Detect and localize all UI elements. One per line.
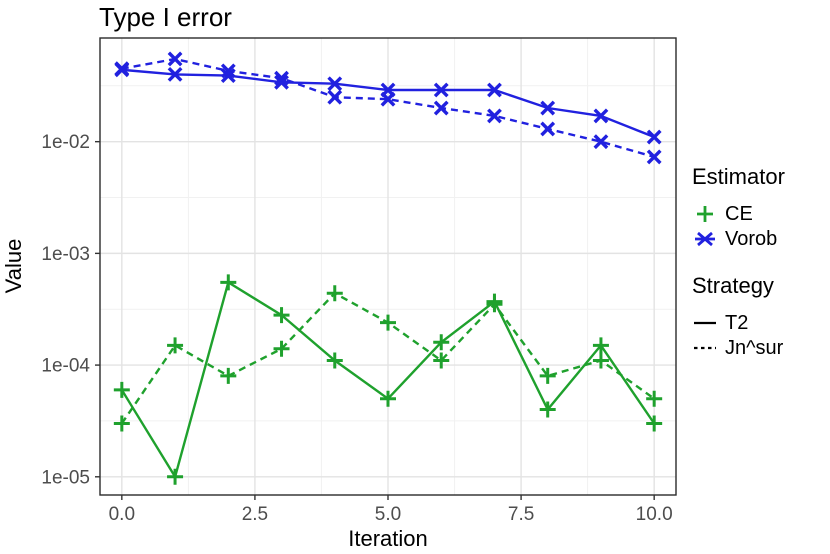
plus-marker [220, 274, 237, 291]
cross-marker [114, 61, 130, 77]
legend-entry-ce: CE [692, 202, 828, 226]
cross-marker [487, 82, 502, 98]
y-tick-label: 1e-03 [41, 244, 90, 265]
cross-marker [487, 108, 502, 124]
y-tick-label: 1e-04 [41, 356, 90, 377]
chart-title: Type I error [99, 2, 232, 32]
plus-marker-icon [697, 206, 713, 222]
legend-entry-vorob: Vorob [692, 227, 828, 251]
cross-marker [646, 149, 662, 165]
plus-marker [220, 367, 237, 384]
cross-marker [220, 63, 236, 79]
x-tick-label: 10.0 [636, 504, 673, 525]
plus-marker [167, 337, 184, 354]
plus-marker [326, 285, 343, 302]
legend-entry-t2: T2 [692, 311, 828, 335]
cross-marker [593, 134, 609, 150]
cross-marker [433, 82, 449, 98]
plus-marker [113, 381, 130, 398]
cross-marker [593, 108, 609, 124]
plus-marker [486, 296, 503, 313]
legend: Estimator CE Vorob Strategy T2 Jn^sur [692, 166, 828, 360]
cross-marker [646, 129, 662, 145]
cross-marker [540, 100, 556, 116]
x-tick-label: 2.5 [242, 504, 268, 525]
dashed-line-icon [694, 346, 716, 350]
cross-marker [380, 91, 396, 107]
solid-line-icon [694, 321, 716, 325]
plus-marker [273, 307, 290, 324]
plus-marker [646, 390, 663, 407]
y-tick-label: 1e-02 [41, 132, 90, 153]
plus-marker [167, 468, 184, 485]
star-marker-icon [695, 231, 715, 247]
cross-marker [540, 121, 556, 137]
y-tick-label: 1e-05 [41, 467, 90, 488]
cross-marker [274, 70, 289, 86]
plus-marker [539, 401, 556, 418]
legend-label-vorob: Vorob [725, 227, 778, 250]
plus-marker [326, 352, 343, 369]
cross-marker [167, 51, 183, 67]
plus-marker [380, 390, 396, 407]
y-axis-title: Value [1, 238, 26, 294]
legend-label-jnsur: Jn^sur [725, 336, 784, 359]
series-line-Vorob-Jn^sur [121, 57, 655, 159]
plus-marker [646, 415, 663, 432]
x-tick-label: 5.0 [375, 504, 401, 525]
cross-marker [433, 100, 449, 116]
cross-marker [167, 67, 183, 82]
plus-marker [380, 314, 396, 331]
plus-marker [592, 352, 609, 369]
x-tick-label: 0.0 [109, 504, 135, 525]
plus-marker [273, 340, 290, 357]
legend-label-t2: T2 [725, 311, 749, 334]
plus-marker [539, 367, 556, 384]
legend-entry-jnsur: Jn^sur [692, 336, 828, 360]
legend-title-estimator: Estimator [692, 164, 785, 189]
x-tick-label: 7.5 [508, 504, 534, 525]
cross-marker [327, 76, 343, 92]
legend-label-ce: CE [725, 202, 753, 225]
plus-marker [113, 415, 130, 432]
plus-marker [433, 334, 450, 351]
x-axis-title: Iteration [348, 526, 428, 551]
plus-marker [433, 352, 450, 369]
legend-title-strategy: Strategy [692, 273, 774, 298]
plus-marker [592, 337, 609, 354]
cross-marker [327, 89, 343, 105]
